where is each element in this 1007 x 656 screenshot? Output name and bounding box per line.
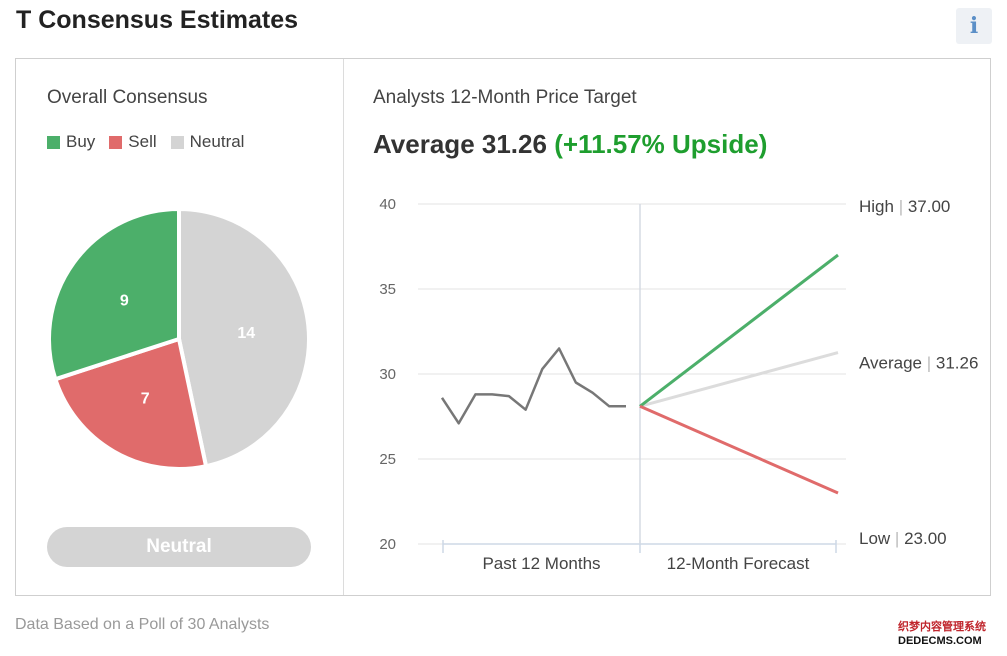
pie-label-neutral: 14 (237, 325, 255, 342)
legend-item-buy[interactable]: Buy (47, 132, 95, 152)
forecast-label-low: Low | 23.00 (859, 529, 947, 548)
y-tick-40: 40 (379, 196, 396, 213)
watermark-line2: DEDECMS.COM (898, 635, 982, 647)
pie-legend: Buy Sell Neutral (47, 132, 244, 152)
watermark: 织梦内容管理系统 DEDECMS.COM (898, 620, 986, 648)
forecast-label-average: Average | 31.26 (859, 354, 978, 373)
history-price-line (440, 347, 626, 425)
average-value: 31.26 (481, 129, 547, 159)
forecast-line-high (639, 253, 839, 408)
consensus-pie-chart: 14 7 9 (47, 206, 311, 471)
forecast-label-high: High | 37.00 (859, 197, 950, 216)
legend-item-sell[interactable]: Sell (109, 132, 157, 152)
y-tick-30: 30 (379, 366, 396, 383)
price-target-line-chart: 20 25 30 35 40 Past 12 Months 12-Month Forecas… (379, 196, 978, 569)
consensus-rating-badge: Neutral (47, 527, 311, 567)
pie-slice-sell[interactable] (52, 336, 209, 471)
legend-swatch-neutral (170, 135, 184, 149)
info-icon[interactable]: i (956, 8, 992, 44)
legend-item-neutral[interactable]: Neutral (170, 132, 245, 152)
legend-label-neutral: Neutral (189, 132, 245, 151)
panel-divider (343, 59, 344, 595)
consensus-card: Overall Consensus Buy Sell Neutral 14 7 9 … (15, 58, 991, 596)
forecast-line-average (639, 351, 839, 408)
footer-note: Data Based on a Poll of 30 Analysts (15, 616, 270, 633)
y-tick-20: 20 (379, 536, 396, 553)
average-prefix: Average (373, 129, 475, 159)
page-title: T Consensus Estimates (16, 6, 299, 34)
legend-swatch-sell (109, 135, 123, 149)
upside-text: (+11.57% Upside) (554, 129, 768, 159)
y-tick-25: 25 (379, 451, 396, 468)
legend-swatch-buy (47, 135, 60, 149)
overall-consensus-title: Overall Consensus (47, 87, 208, 108)
watermark-line1: 织梦内容管理系统 (898, 621, 986, 633)
y-tick-35: 35 (379, 281, 396, 298)
price-target-title: Analysts 12-Month Price Target (373, 87, 637, 108)
pie-label-buy: 9 (120, 292, 129, 309)
pie-label-sell: 7 (141, 391, 150, 408)
pie-slice-neutral[interactable] (177, 206, 311, 469)
legend-label-sell: Sell (128, 132, 157, 151)
x-section-forecast: 12-Month Forecast (667, 554, 810, 569)
legend-label-buy: Buy (66, 132, 96, 151)
pie-slice-buy[interactable] (47, 206, 181, 382)
x-section-past: Past 12 Months (482, 554, 600, 569)
forecast-line-low (639, 404, 839, 495)
average-target-heading: Average 31.26 (+11.57% Upside) (373, 129, 767, 160)
